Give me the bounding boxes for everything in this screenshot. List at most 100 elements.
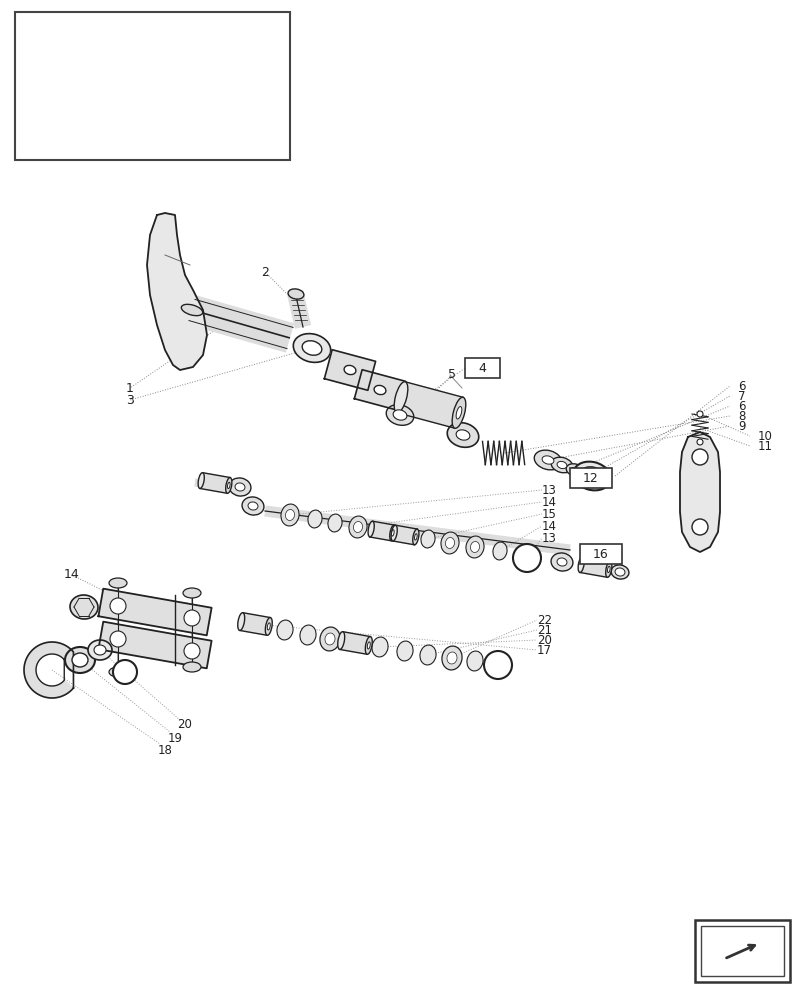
Ellipse shape xyxy=(445,538,454,548)
Text: 14: 14 xyxy=(64,568,79,582)
Ellipse shape xyxy=(353,522,362,532)
Polygon shape xyxy=(324,350,375,390)
Ellipse shape xyxy=(556,461,566,469)
Bar xyxy=(579,544,621,564)
Ellipse shape xyxy=(365,637,371,654)
Ellipse shape xyxy=(542,456,553,464)
Ellipse shape xyxy=(198,473,204,488)
Ellipse shape xyxy=(420,530,435,548)
Ellipse shape xyxy=(265,618,272,635)
Ellipse shape xyxy=(371,637,388,657)
Ellipse shape xyxy=(281,504,298,526)
Ellipse shape xyxy=(393,410,406,420)
Ellipse shape xyxy=(614,568,624,576)
Text: 4: 4 xyxy=(478,361,485,374)
Ellipse shape xyxy=(293,334,330,362)
Bar xyxy=(144,45,174,127)
Bar xyxy=(15,12,290,160)
Circle shape xyxy=(113,660,137,684)
Ellipse shape xyxy=(374,385,385,395)
Text: 6: 6 xyxy=(737,399,744,412)
Ellipse shape xyxy=(277,620,293,640)
Text: 2: 2 xyxy=(261,265,268,278)
Ellipse shape xyxy=(229,478,251,496)
Text: 22: 22 xyxy=(536,613,551,626)
Text: 21: 21 xyxy=(536,624,551,637)
Text: 10: 10 xyxy=(757,430,772,442)
Ellipse shape xyxy=(182,662,201,672)
Text: 9: 9 xyxy=(737,420,744,432)
Ellipse shape xyxy=(307,510,322,528)
Text: 14: 14 xyxy=(541,520,556,532)
Ellipse shape xyxy=(611,565,629,579)
Ellipse shape xyxy=(288,289,303,299)
Polygon shape xyxy=(679,432,719,552)
Ellipse shape xyxy=(367,642,370,649)
Polygon shape xyxy=(98,589,212,635)
Ellipse shape xyxy=(328,514,341,532)
Ellipse shape xyxy=(337,632,344,649)
Circle shape xyxy=(691,519,707,535)
Ellipse shape xyxy=(389,525,396,541)
Text: 13: 13 xyxy=(541,532,556,544)
Ellipse shape xyxy=(393,382,407,413)
Ellipse shape xyxy=(320,627,340,651)
Ellipse shape xyxy=(247,502,258,510)
Text: 3: 3 xyxy=(126,393,134,406)
Ellipse shape xyxy=(225,478,232,493)
Polygon shape xyxy=(339,632,370,654)
Ellipse shape xyxy=(577,557,584,572)
Ellipse shape xyxy=(440,532,458,554)
Ellipse shape xyxy=(605,562,611,577)
Text: 12: 12 xyxy=(582,472,599,485)
Ellipse shape xyxy=(109,667,127,677)
Ellipse shape xyxy=(182,588,201,598)
Polygon shape xyxy=(393,525,417,545)
Ellipse shape xyxy=(534,450,561,470)
Bar xyxy=(465,358,500,378)
Text: 14: 14 xyxy=(541,495,556,508)
Ellipse shape xyxy=(570,467,578,473)
Ellipse shape xyxy=(466,536,483,558)
Circle shape xyxy=(184,643,200,659)
Polygon shape xyxy=(369,521,393,541)
Ellipse shape xyxy=(285,510,294,520)
Text: 19: 19 xyxy=(167,732,182,744)
Ellipse shape xyxy=(344,365,355,375)
Polygon shape xyxy=(354,370,406,410)
Ellipse shape xyxy=(456,407,461,419)
Ellipse shape xyxy=(452,397,466,428)
Circle shape xyxy=(513,544,540,572)
Text: 6: 6 xyxy=(737,379,744,392)
Ellipse shape xyxy=(412,529,418,545)
Ellipse shape xyxy=(551,457,572,473)
Text: 1: 1 xyxy=(126,381,134,394)
Polygon shape xyxy=(200,473,230,493)
Text: 11: 11 xyxy=(757,440,772,452)
Ellipse shape xyxy=(556,558,566,566)
Circle shape xyxy=(691,449,707,465)
Circle shape xyxy=(109,598,126,614)
Ellipse shape xyxy=(492,542,506,560)
Circle shape xyxy=(696,439,702,445)
Polygon shape xyxy=(24,642,73,698)
Ellipse shape xyxy=(551,553,573,571)
Ellipse shape xyxy=(607,566,609,573)
Text: 7: 7 xyxy=(737,389,744,402)
Polygon shape xyxy=(98,622,212,668)
Ellipse shape xyxy=(70,595,98,619)
Ellipse shape xyxy=(65,647,95,673)
Ellipse shape xyxy=(88,640,112,660)
Polygon shape xyxy=(239,613,270,635)
Ellipse shape xyxy=(441,646,461,670)
Ellipse shape xyxy=(573,462,610,490)
Ellipse shape xyxy=(367,521,374,537)
Text: 15: 15 xyxy=(541,508,556,520)
Circle shape xyxy=(109,631,126,647)
Ellipse shape xyxy=(414,534,417,540)
Ellipse shape xyxy=(466,651,483,671)
Polygon shape xyxy=(147,213,207,370)
Ellipse shape xyxy=(181,304,203,316)
Text: 20: 20 xyxy=(178,718,192,732)
Ellipse shape xyxy=(234,483,245,491)
